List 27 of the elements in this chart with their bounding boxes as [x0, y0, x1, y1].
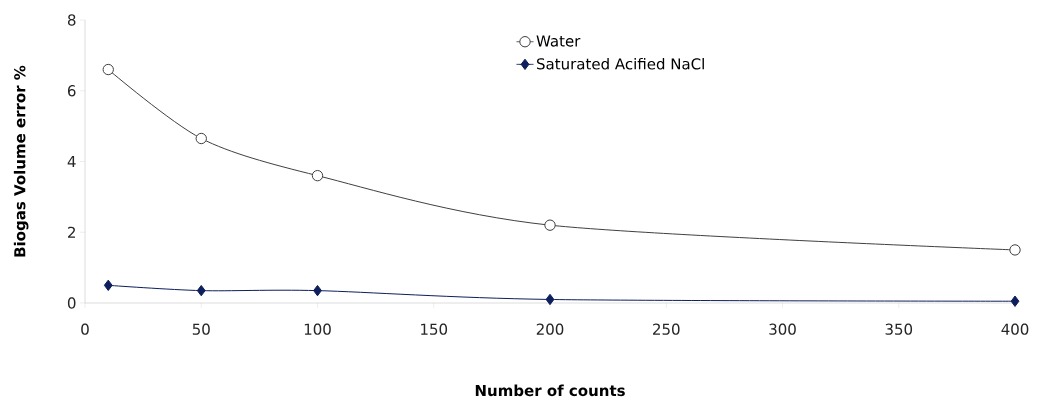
y-tick-label: 8: [67, 14, 76, 26]
y-tick-label: 6: [67, 85, 76, 97]
point: [103, 279, 113, 291]
point: [102, 63, 114, 76]
x-tick-label: 200: [536, 323, 564, 335]
x-tick-label: 400: [1001, 323, 1029, 335]
y-tick-label: 4: [67, 156, 76, 167]
x-tick-label: 150: [421, 323, 448, 335]
legend-label: Saturated Acified NaCl: [536, 57, 704, 70]
y-tick-label: 0: [67, 297, 76, 309]
point: [1009, 244, 1021, 256]
point: [1010, 295, 1020, 307]
point: [545, 293, 555, 306]
x-tick-label: 350: [885, 323, 913, 335]
x-tick-label: 50: [192, 323, 210, 335]
x-tick-label: 0: [81, 323, 89, 335]
point: [195, 132, 207, 145]
x-tick-label: 300: [769, 323, 796, 335]
x-tick-label: 100: [304, 323, 331, 335]
x-tick-label: 250: [653, 323, 680, 335]
y-tick-label: 2: [68, 226, 75, 238]
point: [196, 284, 206, 297]
x-axis-title: Number of counts: [475, 384, 625, 397]
point: [544, 219, 556, 231]
point: [311, 169, 324, 182]
y-axis-title: Biogas Volume error %: [13, 65, 29, 257]
legend-label: Water: [536, 35, 581, 47]
